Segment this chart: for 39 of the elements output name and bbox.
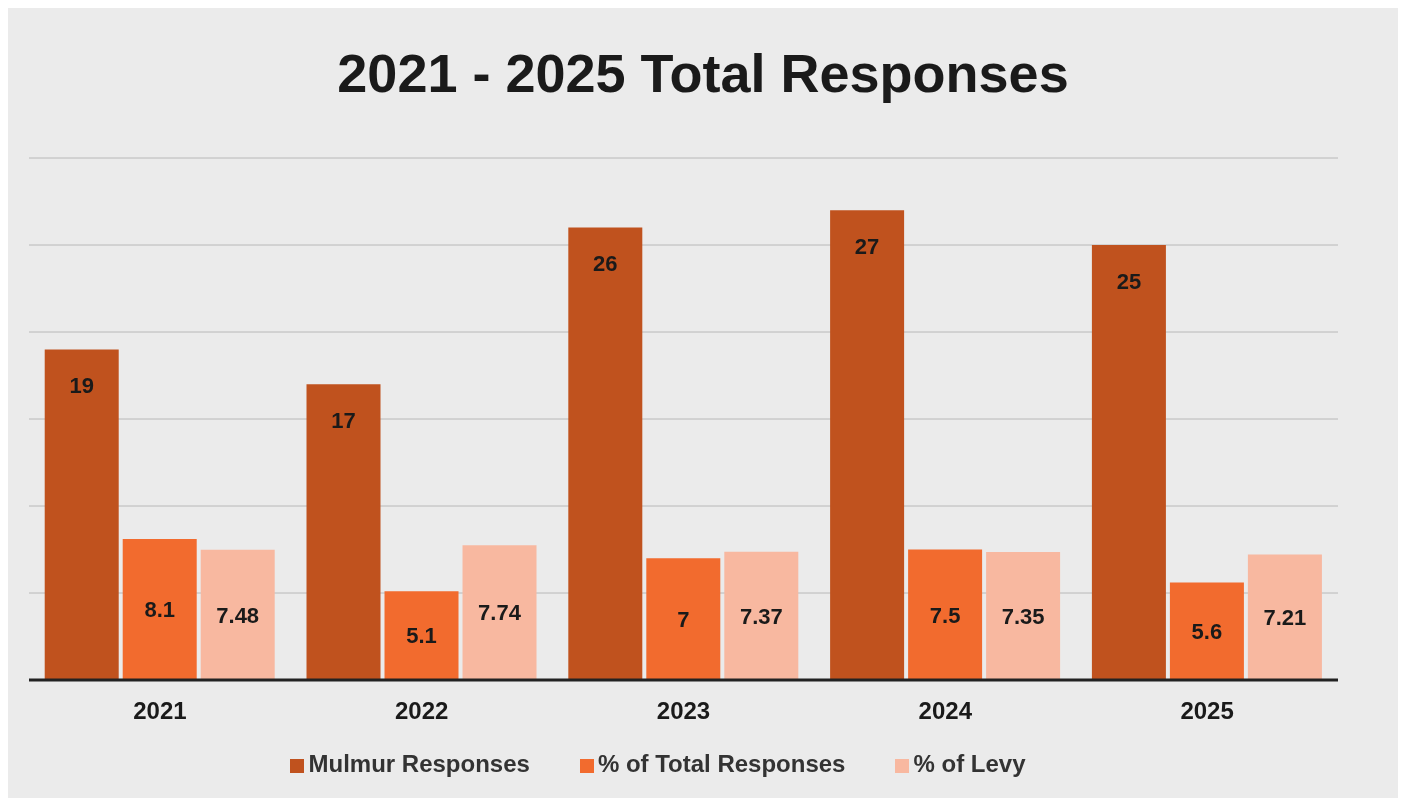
bar bbox=[1247, 554, 1322, 680]
data-label: 7.74 bbox=[478, 600, 522, 626]
x-tick-label: 2025 bbox=[1180, 697, 1234, 725]
x-tick-label: 2023 bbox=[656, 697, 711, 725]
bar bbox=[306, 384, 381, 680]
bar bbox=[122, 539, 197, 680]
data-label: 7.48 bbox=[216, 602, 260, 628]
data-label: 5.6 bbox=[1191, 619, 1223, 645]
data-label: 7.5 bbox=[929, 602, 961, 628]
data-label: 7.35 bbox=[1001, 603, 1045, 629]
data-label: 7.37 bbox=[739, 603, 783, 629]
bar bbox=[384, 591, 459, 680]
legend-label: % of Total Responses bbox=[597, 750, 846, 777]
bar bbox=[1169, 582, 1244, 680]
x-tick-label: 2022 bbox=[395, 697, 449, 725]
x-tick-label: 2024 bbox=[918, 697, 973, 725]
data-label: 7.21 bbox=[1263, 605, 1307, 631]
bar bbox=[200, 549, 275, 680]
bar bbox=[724, 551, 799, 680]
data-label: 25 bbox=[1116, 268, 1142, 294]
data-label: 5.1 bbox=[406, 623, 437, 649]
legend-label: % of Levy bbox=[913, 750, 1026, 777]
bar bbox=[568, 227, 643, 680]
bar bbox=[462, 545, 537, 680]
bar bbox=[646, 558, 721, 680]
bar bbox=[908, 549, 983, 680]
bar bbox=[1091, 245, 1166, 680]
data-label: 17 bbox=[331, 407, 356, 433]
chart-title: 2021 - 2025 Total Responses bbox=[336, 42, 1070, 105]
x-tick-label: 2021 bbox=[133, 697, 187, 725]
data-label: 26 bbox=[593, 251, 618, 277]
data-label: 8.1 bbox=[144, 597, 175, 623]
data-label: 7 bbox=[677, 606, 690, 632]
data-label: 19 bbox=[69, 373, 94, 399]
bar bbox=[44, 349, 119, 680]
bar bbox=[986, 552, 1061, 680]
legend-label: Mulmur Responses bbox=[308, 750, 530, 777]
data-label: 27 bbox=[854, 233, 880, 259]
bar bbox=[830, 210, 905, 680]
